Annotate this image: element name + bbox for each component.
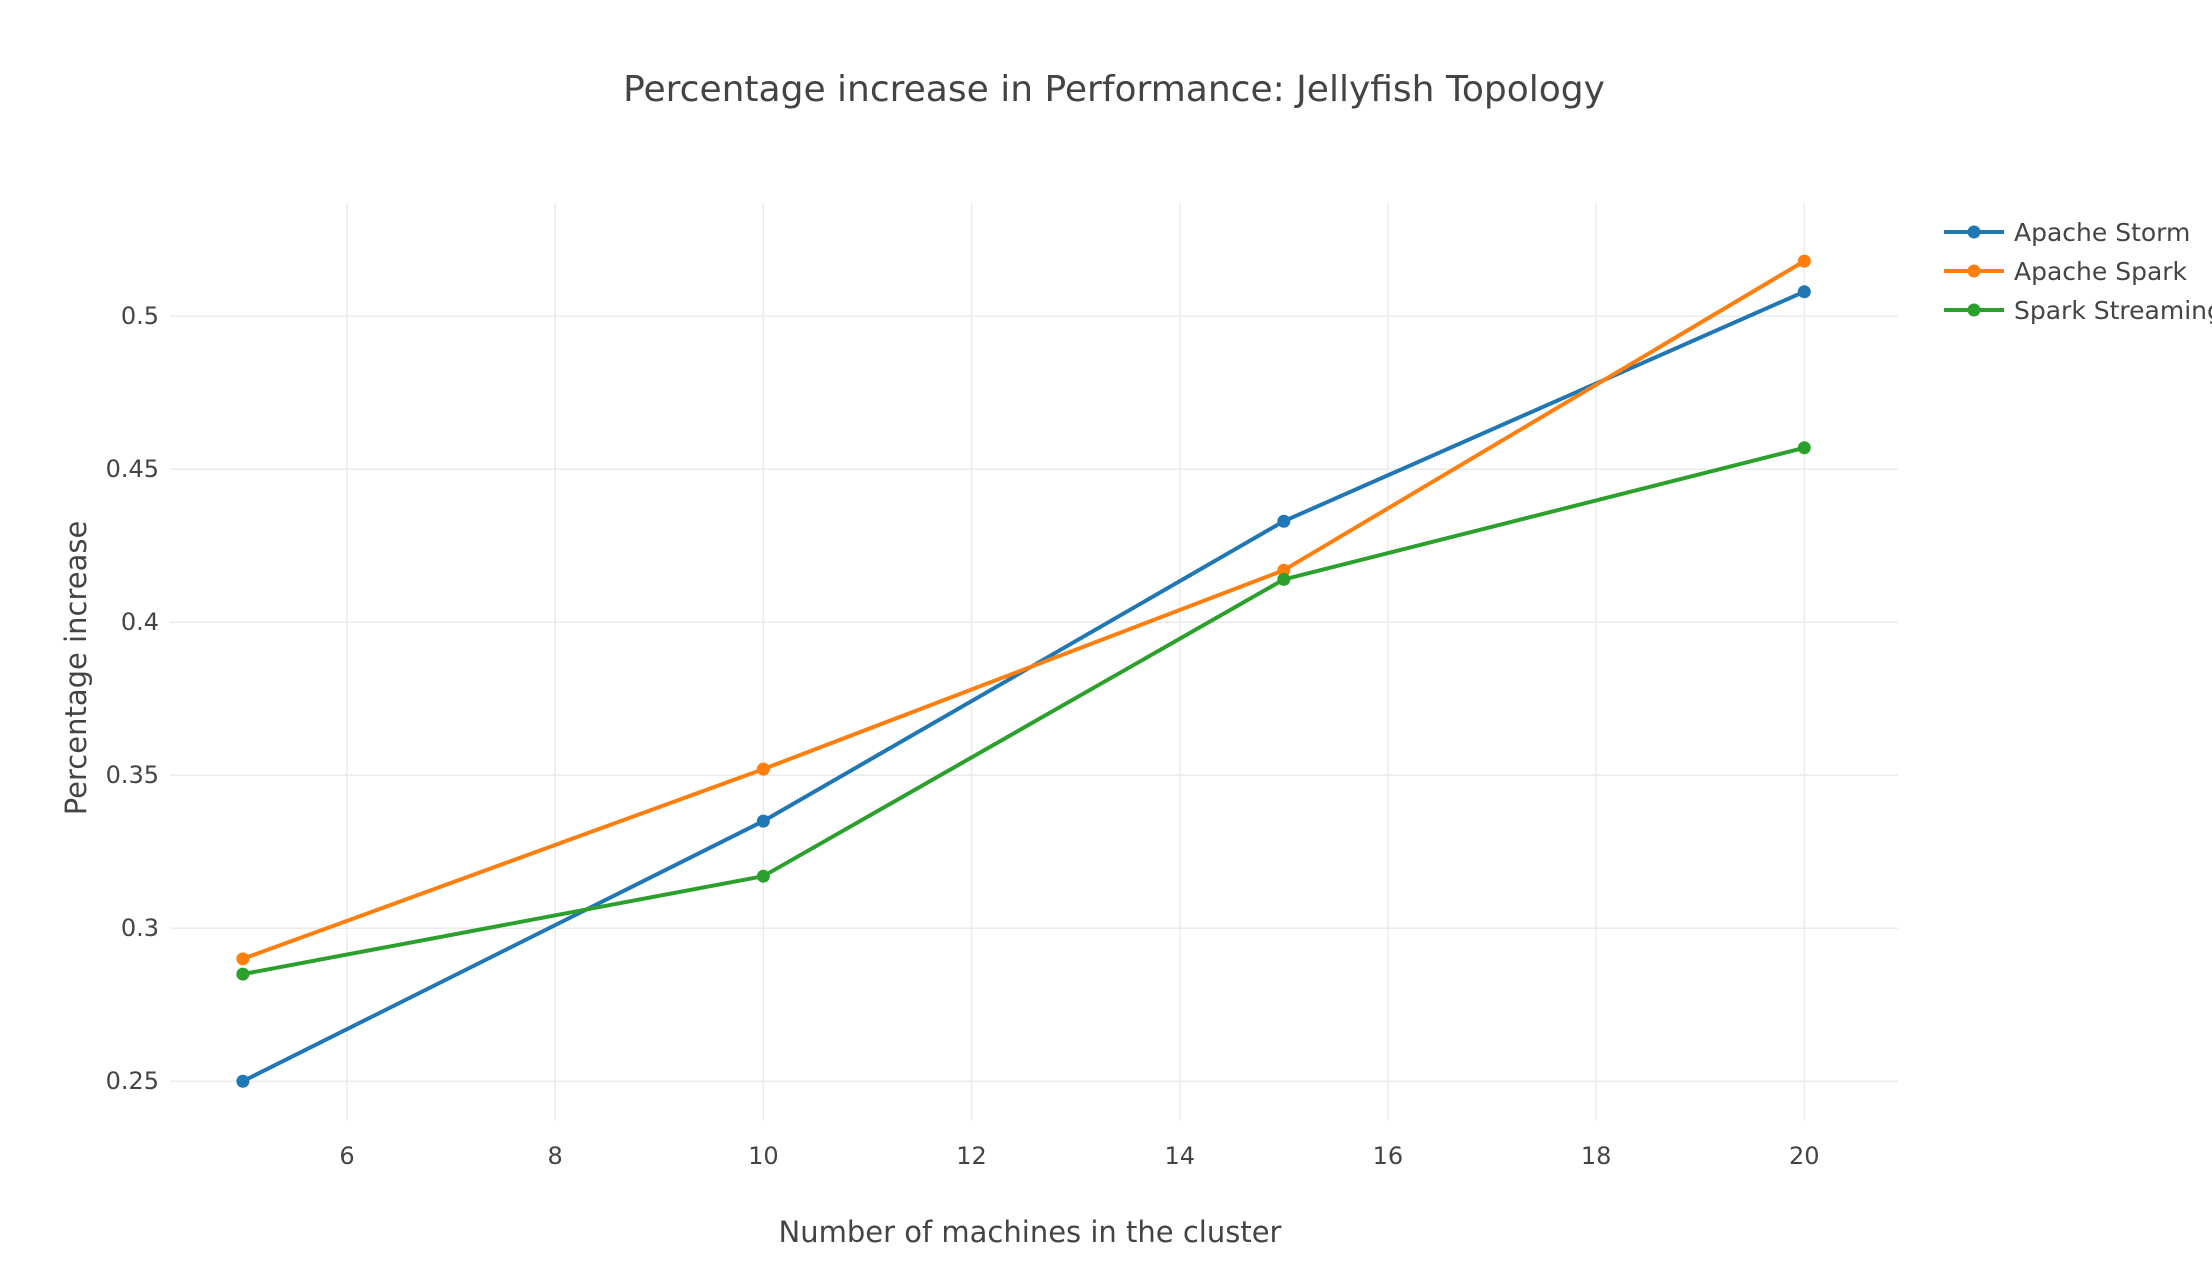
x-tick-label: 10: [748, 1142, 779, 1170]
series-line-spark-streaming: [240, 445, 1807, 977]
series-apache-spark: [236, 254, 1811, 966]
data-point-spark-streaming[interactable]: [1277, 572, 1291, 586]
y-tick-label: 0.4: [121, 608, 159, 636]
x-tick-label: 18: [1581, 1142, 1612, 1170]
data-point-apache-spark[interactable]: [1797, 254, 1811, 268]
y-tick-label: 0.5: [121, 302, 159, 330]
x-tick-label: 20: [1789, 1142, 1820, 1170]
legend-label: Spark Streaming: [2014, 296, 2212, 325]
y-tick-label: 0.25: [106, 1067, 159, 1095]
y-axis-title: Percentage increase: [59, 521, 93, 816]
legend-swatch-marker: [1967, 264, 1981, 278]
y-tick-label: 0.35: [106, 761, 159, 789]
chart-title: Percentage increase in Performance: Jell…: [623, 69, 1605, 110]
x-tick-label: 6: [339, 1142, 354, 1170]
x-tick-label: 12: [956, 1142, 987, 1170]
y-gridlines: [170, 315, 1898, 1082]
data-point-apache-storm[interactable]: [236, 1074, 250, 1088]
series-apache-storm: [236, 285, 1811, 1088]
legend-swatch-marker: [1967, 303, 1981, 317]
data-point-apache-spark[interactable]: [756, 762, 770, 776]
data-point-spark-streaming[interactable]: [236, 967, 250, 981]
data-point-apache-storm[interactable]: [1797, 285, 1811, 299]
series-line-apache-storm: [240, 289, 1807, 1084]
data-point-apache-storm[interactable]: [756, 814, 770, 828]
x-tick-label: 8: [548, 1142, 563, 1170]
y-tick-label: 0.3: [121, 914, 159, 942]
y-tick-labels: 0.25 0.3 0.35 0.4 0.45 0.5: [106, 302, 159, 1095]
data-point-apache-spark[interactable]: [236, 952, 250, 966]
data-point-apache-storm[interactable]: [1277, 514, 1291, 528]
series-layer: [236, 254, 1811, 1088]
x-axis-title: Number of machines in the cluster: [779, 1215, 1282, 1249]
legend[interactable]: Apache Storm Apache Spark Spark Streaming: [1944, 218, 2212, 325]
x-tick-labels: 6 8 10 12 14 16 18 20: [339, 1142, 1819, 1170]
x-gridlines: [346, 203, 1806, 1121]
x-tick-label: 16: [1373, 1142, 1404, 1170]
data-point-apache-spark[interactable]: [1277, 563, 1291, 577]
x-tick-label: 14: [1164, 1142, 1195, 1170]
legend-item-spark-streaming[interactable]: Spark Streaming: [1944, 296, 2212, 325]
data-point-spark-streaming[interactable]: [1797, 441, 1811, 455]
data-point-spark-streaming[interactable]: [756, 869, 770, 883]
legend-swatch-marker: [1967, 225, 1981, 239]
legend-label: Apache Spark: [2014, 257, 2188, 286]
legend-item-apache-spark[interactable]: Apache Spark: [1944, 257, 2188, 286]
legend-item-apache-storm[interactable]: Apache Storm: [1944, 218, 2190, 247]
series-spark-streaming: [236, 441, 1811, 981]
series-line-apache-spark: [240, 259, 1807, 961]
y-tick-label: 0.45: [106, 455, 159, 483]
legend-label: Apache Storm: [2014, 218, 2190, 247]
